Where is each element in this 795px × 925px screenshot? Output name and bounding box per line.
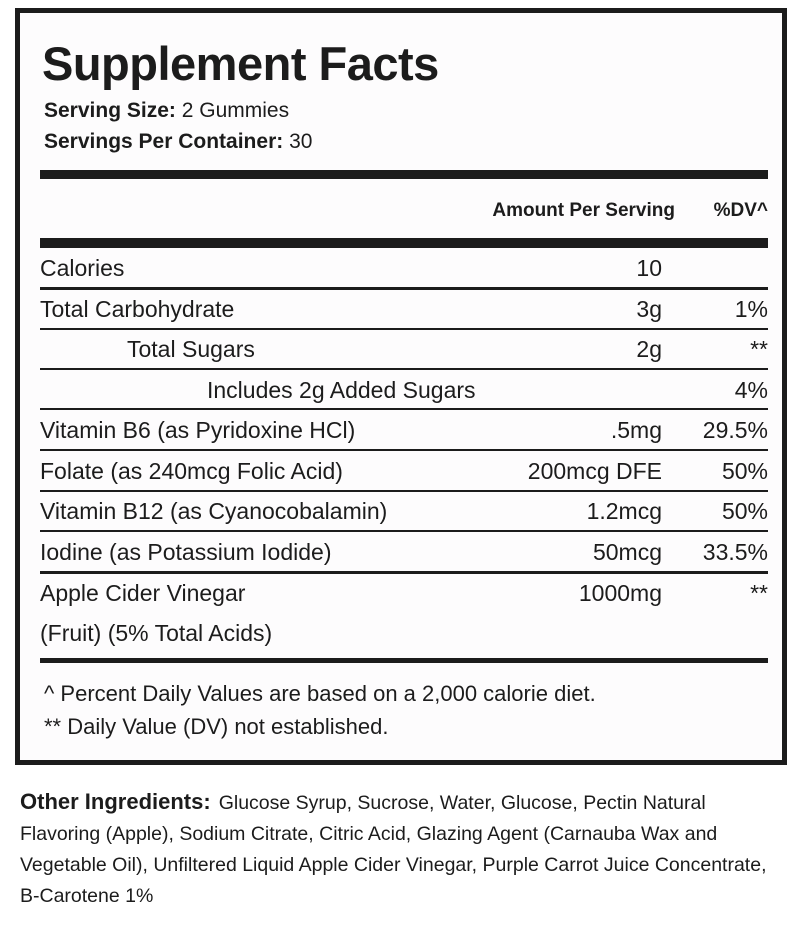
- divider: [40, 408, 768, 410]
- nutrient-amount: 50mcg: [592, 539, 662, 565]
- other-ingredients-label: Other Ingredients:: [20, 789, 211, 814]
- nutrient-row: Total Carbohydrate 3g 1%: [40, 289, 768, 329]
- facts-panel: [15, 8, 787, 765]
- nutrient-dv: **: [750, 580, 768, 606]
- nutrient-name: Vitamin B6 (as Pyridoxine HCl): [40, 417, 356, 443]
- other-ingredients-text: Glucose Syrup, Sucrose, Water, Glucose, …: [20, 792, 767, 907]
- nutrient-dv: 50%: [721, 498, 768, 524]
- nutrient-dv: 33.5%: [702, 539, 768, 565]
- nutrient-row: Total Sugars 2g **: [40, 329, 768, 369]
- serving-size-value: 2 Gummies: [181, 99, 290, 122]
- serving-size-label: Serving Size:: [44, 99, 176, 122]
- nutrient-dv: **: [750, 336, 768, 362]
- nutrient-name: Total Carbohydrate: [40, 296, 235, 322]
- nutrient-amount: 1.2mcg: [586, 498, 662, 524]
- nutrient-row: Calories 10: [40, 248, 768, 288]
- nutrient-amount: 3g: [636, 296, 662, 322]
- nutrient-amount: 1000mg: [578, 580, 662, 606]
- servings-label: Servings Per Container:: [44, 130, 284, 153]
- divider-thick: [40, 170, 768, 179]
- nutrient-row: Apple Cider Vinegar (Fruit) (5% Total Aci…: [40, 573, 768, 655]
- nutrient-row: Iodine (as Potassium Iodide) 50mcg 33.5%: [40, 532, 768, 572]
- nutrient-name-detail: (Fruit) (5% Total Acids): [40, 620, 273, 646]
- nutrient-name: Vitamin B12 (as Cyanocobalamin): [40, 498, 388, 524]
- divider: [40, 368, 768, 370]
- nutrient-row: Includes 2g Added Sugars 4%: [40, 370, 768, 410]
- nutrient-amount: 200mcg DFE: [527, 458, 662, 484]
- footnote-not-established: ** Daily Value (DV) not established.: [44, 714, 389, 739]
- nutrient-name: Folate (as 240mcg Folic Acid): [40, 458, 343, 484]
- divider: [40, 449, 768, 451]
- nutrient-dv: 1%: [734, 296, 768, 322]
- nutrient-amount: 2g: [636, 336, 662, 362]
- page-title: Supplement Facts: [42, 37, 439, 90]
- divider: [40, 287, 768, 290]
- nutrient-name: Calories: [40, 255, 125, 281]
- nutrient-name: Iodine (as Potassium Iodide): [40, 539, 332, 565]
- nutrient-dv: 50%: [721, 458, 768, 484]
- divider: [40, 571, 768, 574]
- nutrient-amount: .5mg: [610, 417, 662, 443]
- divider: [40, 490, 768, 492]
- servings-value: 30: [289, 130, 313, 153]
- nutrient-row: Vitamin B12 (as Cyanocobalamin) 1.2mcg 50%: [40, 491, 768, 531]
- servings-per-container: Servings Per Container: 30: [44, 130, 312, 154]
- divider: [40, 328, 768, 330]
- nutrient-row: Vitamin B6 (as Pyridoxine HCl) .5mg 29.5%: [40, 410, 768, 450]
- nutrient-name: Apple Cider Vinegar: [40, 580, 246, 606]
- nutrient-dv: 4%: [734, 377, 768, 403]
- nutrient-name: Includes 2g Added Sugars: [207, 377, 476, 403]
- nutrient-dv: 29.5%: [702, 417, 768, 443]
- serving-size: Serving Size: 2 Gummies: [44, 99, 289, 123]
- nutrient-row: Folate (as 240mcg Folic Acid) 200mcg DFE 5…: [40, 451, 768, 491]
- footnote-dv: ^ Percent Daily Values are based on a 2,…: [44, 681, 596, 706]
- amount-header: Amount Per Serving: [492, 200, 675, 221]
- other-ingredients: Other Ingredients: Glucose Syrup, Sucrose…: [20, 786, 780, 912]
- divider-thick: [40, 658, 768, 663]
- divider-thick: [40, 238, 768, 248]
- divider: [40, 530, 768, 532]
- dv-header: %DV^: [713, 200, 768, 221]
- nutrient-name: Total Sugars: [127, 336, 255, 362]
- nutrient-amount: 10: [636, 255, 662, 281]
